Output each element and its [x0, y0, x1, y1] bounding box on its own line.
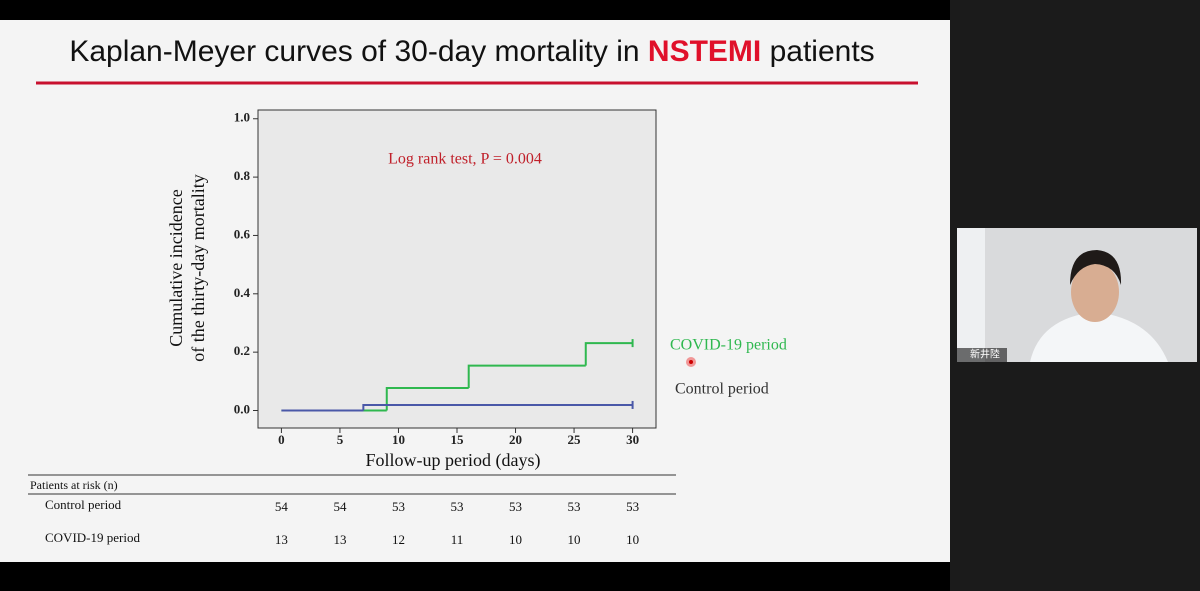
x-tick-label: 10: [392, 432, 405, 447]
table-cell: 10: [568, 532, 581, 547]
y-axis-label-line: Cumulative incidence: [166, 189, 186, 346]
chart: 0.0 0.2 0.4 0.6 0.8 1.0 0 5 10 15 20 25 30 Cumulative…: [28, 110, 787, 547]
x-tick-label: 20: [509, 432, 522, 447]
table-row-label: Control period: [45, 497, 122, 512]
x-tick-label: 25: [568, 432, 582, 447]
table-cell: 12: [392, 532, 405, 547]
table-cell: 54: [333, 499, 347, 514]
table-cell: 53: [509, 499, 522, 514]
x-tick-label: 0: [278, 432, 285, 447]
table-cell: 13: [333, 532, 346, 547]
participant-name: 新井陸: [970, 348, 1000, 361]
title-highlight: NSTEMI: [648, 35, 761, 68]
series-label: Control period: [675, 381, 769, 398]
person-hair: [1070, 250, 1122, 285]
y-tick-label: 1.0: [234, 110, 250, 125]
survival-step: [467, 364, 586, 389]
title-text: Kaplan-Meyer curves of 30-day mortality …: [69, 35, 648, 68]
survival-step: [362, 403, 633, 411]
table-cell: 53: [451, 499, 464, 514]
table-cell: 10: [509, 532, 522, 547]
y-axis-label-line: of the thirty-day mortality: [188, 174, 208, 361]
table-title: Patients at risk (n): [30, 478, 118, 492]
survival-step: [385, 387, 469, 411]
x-tick-label: 15: [451, 432, 465, 447]
y-tick-label: 0.8: [234, 168, 251, 183]
person-face: [1071, 262, 1119, 322]
table-cell: 53: [392, 499, 405, 514]
title-text: patients: [761, 35, 874, 68]
y-tick-label: 0.0: [234, 401, 250, 416]
y-tick-label: 0.4: [234, 285, 251, 300]
x-axis-label: Follow-up period (days): [366, 450, 541, 471]
table-cell: 11: [451, 532, 464, 547]
table-cell: 53: [568, 499, 581, 514]
x-tick-label: 5: [337, 432, 344, 447]
annotation: Log rank test, P = 0.004: [388, 151, 542, 168]
x-tick-label: 30: [626, 432, 639, 447]
y-axis-label: Cumulative incidence of the thirty-day mo…: [166, 174, 208, 361]
table-row-label: COVID-19 period: [45, 530, 140, 545]
table-cell: 13: [275, 532, 288, 547]
slide-title: Kaplan-Meyer curves of 30-day mortality …: [69, 35, 874, 68]
survival-step: [584, 342, 633, 366]
table-cell: 53: [626, 499, 639, 514]
y-tick-label: 0.6: [234, 226, 251, 241]
name-tag: [957, 348, 1007, 362]
webcam: 新井陸: [957, 228, 1197, 362]
plot-area: [257, 109, 657, 429]
video-wall: [957, 228, 985, 362]
person-body: [1030, 312, 1168, 362]
series-label: COVID-19 period: [670, 337, 787, 354]
table-cell: 54: [275, 499, 289, 514]
table-cell: 10: [626, 532, 639, 547]
cursor-dot: [689, 360, 693, 364]
y-tick-label: 0.2: [234, 343, 250, 358]
